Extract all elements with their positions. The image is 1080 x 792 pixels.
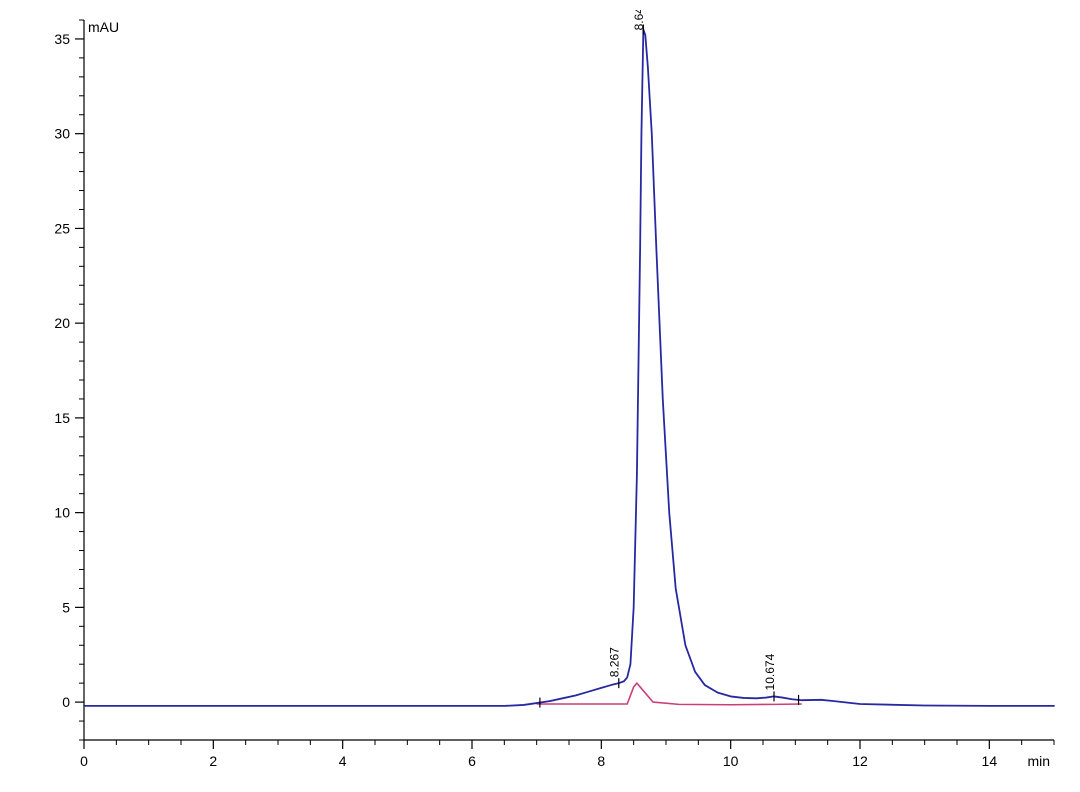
x-tick-label: 6 <box>468 753 476 769</box>
x-tick-label: 10 <box>723 753 739 769</box>
y-tick-label: 30 <box>54 126 70 142</box>
y-tick-label: 5 <box>62 599 70 615</box>
x-tick-label: 12 <box>852 753 868 769</box>
x-axis-label: min <box>1027 753 1050 769</box>
plot-bg <box>24 10 1064 780</box>
x-tick-label: 8 <box>597 753 605 769</box>
chromatogram-chart: 0 5 10 15 20 25 30 35 0 2 4 6 8 10 12 14 mAU min 8.267 8.64… <box>24 10 1064 780</box>
y-tick-label: 20 <box>54 315 70 331</box>
x-tick-label: 2 <box>209 753 217 769</box>
y-tick-label: 10 <box>54 505 70 521</box>
x-tick-label: 14 <box>982 753 998 769</box>
y-tick-label: 25 <box>54 220 70 236</box>
y-axis-label: mAU <box>88 19 119 35</box>
y-tick-label: 15 <box>54 410 70 426</box>
peak-label: 10.674 <box>763 653 777 690</box>
y-tick-label: 35 <box>54 31 70 47</box>
peak-label: 8.648 <box>632 10 646 30</box>
peak-label: 8.267 <box>608 647 622 677</box>
x-tick-label: 4 <box>339 753 347 769</box>
x-tick-label: 0 <box>80 753 88 769</box>
y-tick-label: 0 <box>62 694 70 710</box>
